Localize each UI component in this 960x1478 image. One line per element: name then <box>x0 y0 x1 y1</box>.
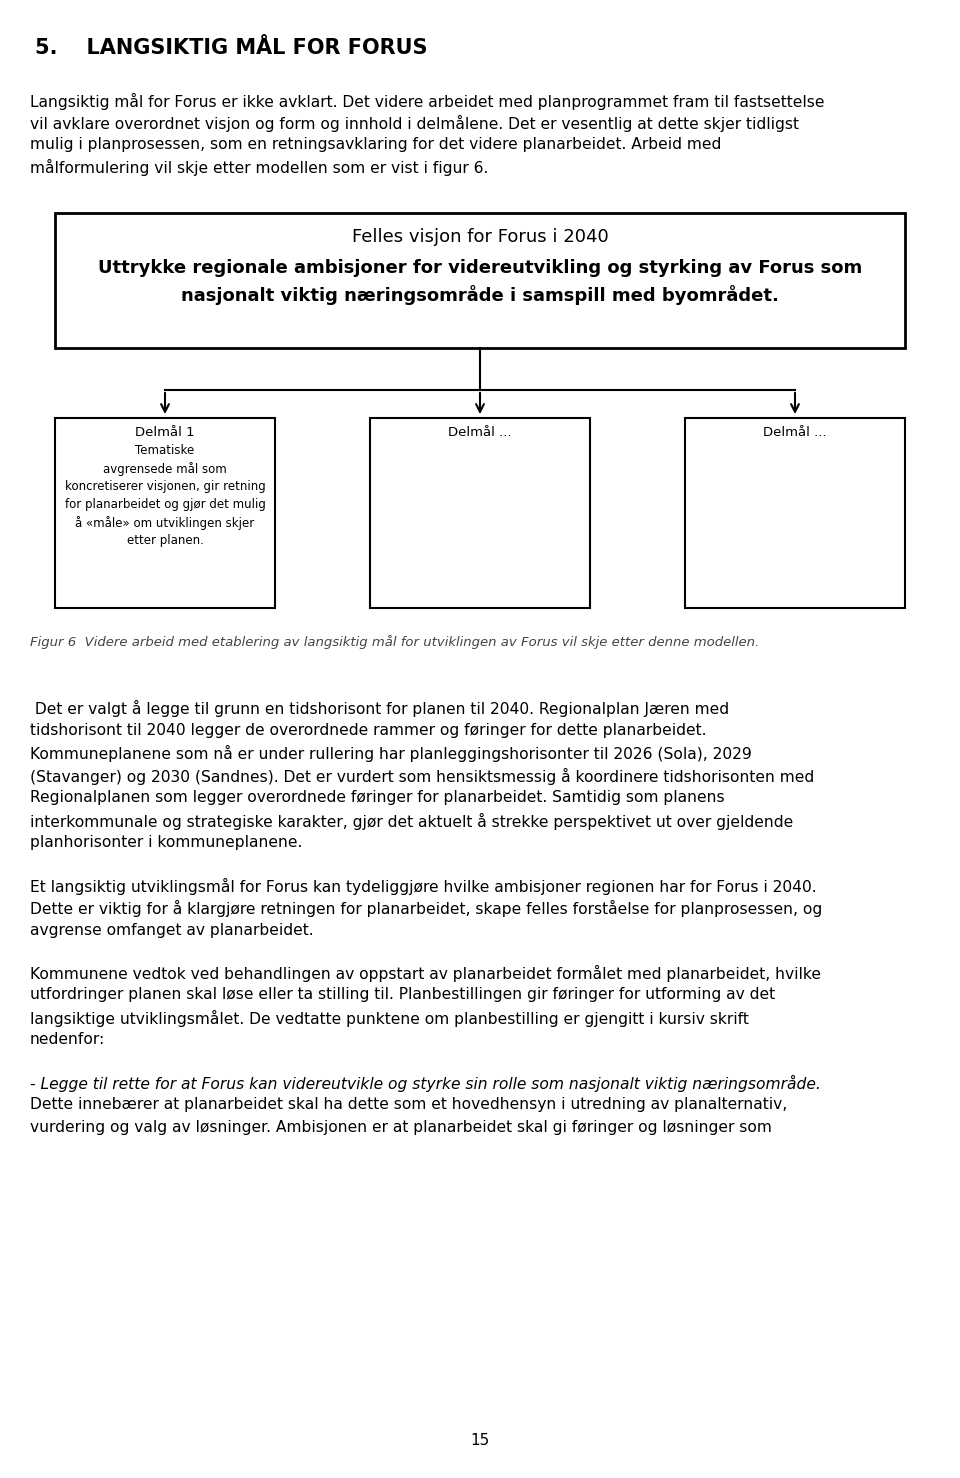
Text: Et langsiktig utviklingsmål for Forus kan tydeliggjøre hvilke ambisjoner regione: Et langsiktig utviklingsmål for Forus ka… <box>30 878 817 894</box>
Text: Tematiske
avgrensede mål som
koncretiserer visjonen, gir retning
for planarbeide: Tematiske avgrensede mål som koncretiser… <box>64 443 265 547</box>
Text: Det er valgt å legge til grunn en tidshorisont for planen til 2040. Regionalplan: Det er valgt å legge til grunn en tidsho… <box>30 701 730 717</box>
Text: Uttrykke regionale ambisjoner for videreutvikling og styrking av Forus som: Uttrykke regionale ambisjoner for videre… <box>98 259 862 276</box>
Text: Kommunene vedtok ved behandlingen av oppstart av planarbeidet formålet med plana: Kommunene vedtok ved behandlingen av opp… <box>30 965 821 981</box>
Text: 15: 15 <box>470 1434 490 1448</box>
Text: interkommunale og strategiske karakter, gjør det aktuelt å strekke perspektivet : interkommunale og strategiske karakter, … <box>30 813 793 829</box>
Text: Figur 6  Videre arbeid med etablering av langsiktig mål for utviklingen av Forus: Figur 6 Videre arbeid med etablering av … <box>30 636 759 649</box>
Text: avgrense omfanget av planarbeidet.: avgrense omfanget av planarbeidet. <box>30 922 314 937</box>
Text: Regionalplanen som legger overordnede føringer for planarbeidet. Samtidig som pl: Regionalplanen som legger overordnede fø… <box>30 791 725 806</box>
Text: Delmål ...: Delmål ... <box>448 426 512 439</box>
FancyBboxPatch shape <box>685 418 905 607</box>
Text: Delmål 1: Delmål 1 <box>135 426 195 439</box>
Text: mulig i planprosessen, som en retningsavklaring for det videre planarbeidet. Arb: mulig i planprosessen, som en retningsav… <box>30 137 721 152</box>
Text: tidshorisont til 2040 legger de overordnede rammer og føringer for dette planarb: tidshorisont til 2040 legger de overordn… <box>30 723 707 738</box>
Text: vil avklare overordnet visjon og form og innhold i delmålene. Det er vesentlig a: vil avklare overordnet visjon og form og… <box>30 115 799 132</box>
FancyBboxPatch shape <box>370 418 590 607</box>
Text: (Stavanger) og 2030 (Sandnes). Det er vurdert som hensiktsmessig å koordinere ti: (Stavanger) og 2030 (Sandnes). Det er vu… <box>30 767 814 785</box>
Text: nedenfor:: nedenfor: <box>30 1033 106 1048</box>
Text: Felles visjon for Forus i 2040: Felles visjon for Forus i 2040 <box>351 228 609 245</box>
FancyBboxPatch shape <box>55 213 905 347</box>
Text: utfordringer planen skal løse eller ta stilling til. Planbestillingen gir føring: utfordringer planen skal løse eller ta s… <box>30 987 775 1002</box>
Text: planhorisonter i kommuneplanene.: planhorisonter i kommuneplanene. <box>30 835 302 850</box>
Text: Delmål ...: Delmål ... <box>763 426 827 439</box>
Text: Dette innebærer at planarbeidet skal ha dette som et hovedhensyn i utredning av : Dette innebærer at planarbeidet skal ha … <box>30 1098 787 1113</box>
Text: vurdering og valg av løsninger. Ambisjonen er at planarbeidet skal gi føringer o: vurdering og valg av løsninger. Ambisjon… <box>30 1120 772 1135</box>
Text: Dette er viktig for å klargjøre retningen for planarbeidet, skape felles forståe: Dette er viktig for å klargjøre retninge… <box>30 900 823 916</box>
Text: nasjonalt viktig næringsområde i samspill med byområdet.: nasjonalt viktig næringsområde i samspil… <box>181 285 779 304</box>
Text: målformulering vil skje etter modellen som er vist i figur 6.: målformulering vil skje etter modellen s… <box>30 160 489 176</box>
FancyBboxPatch shape <box>55 418 275 607</box>
Text: 5.    LANGSIKTIG MÅL FOR FORUS: 5. LANGSIKTIG MÅL FOR FORUS <box>35 38 427 58</box>
Text: Kommuneplanene som nå er under rullering har planleggingshorisonter til 2026 (So: Kommuneplanene som nå er under rullering… <box>30 745 752 763</box>
Text: - Legge til rette for at Forus kan videreutvikle og styrke sin rolle som nasjona: - Legge til rette for at Forus kan vider… <box>30 1075 821 1092</box>
Text: Langsiktig mål for Forus er ikke avklart. Det videre arbeidet med planprogrammet: Langsiktig mål for Forus er ikke avklart… <box>30 93 825 109</box>
Text: langsiktige utviklingsmålet. De vedtatte punktene om planbestilling er gjengitt : langsiktige utviklingsmålet. De vedtatte… <box>30 1009 749 1027</box>
